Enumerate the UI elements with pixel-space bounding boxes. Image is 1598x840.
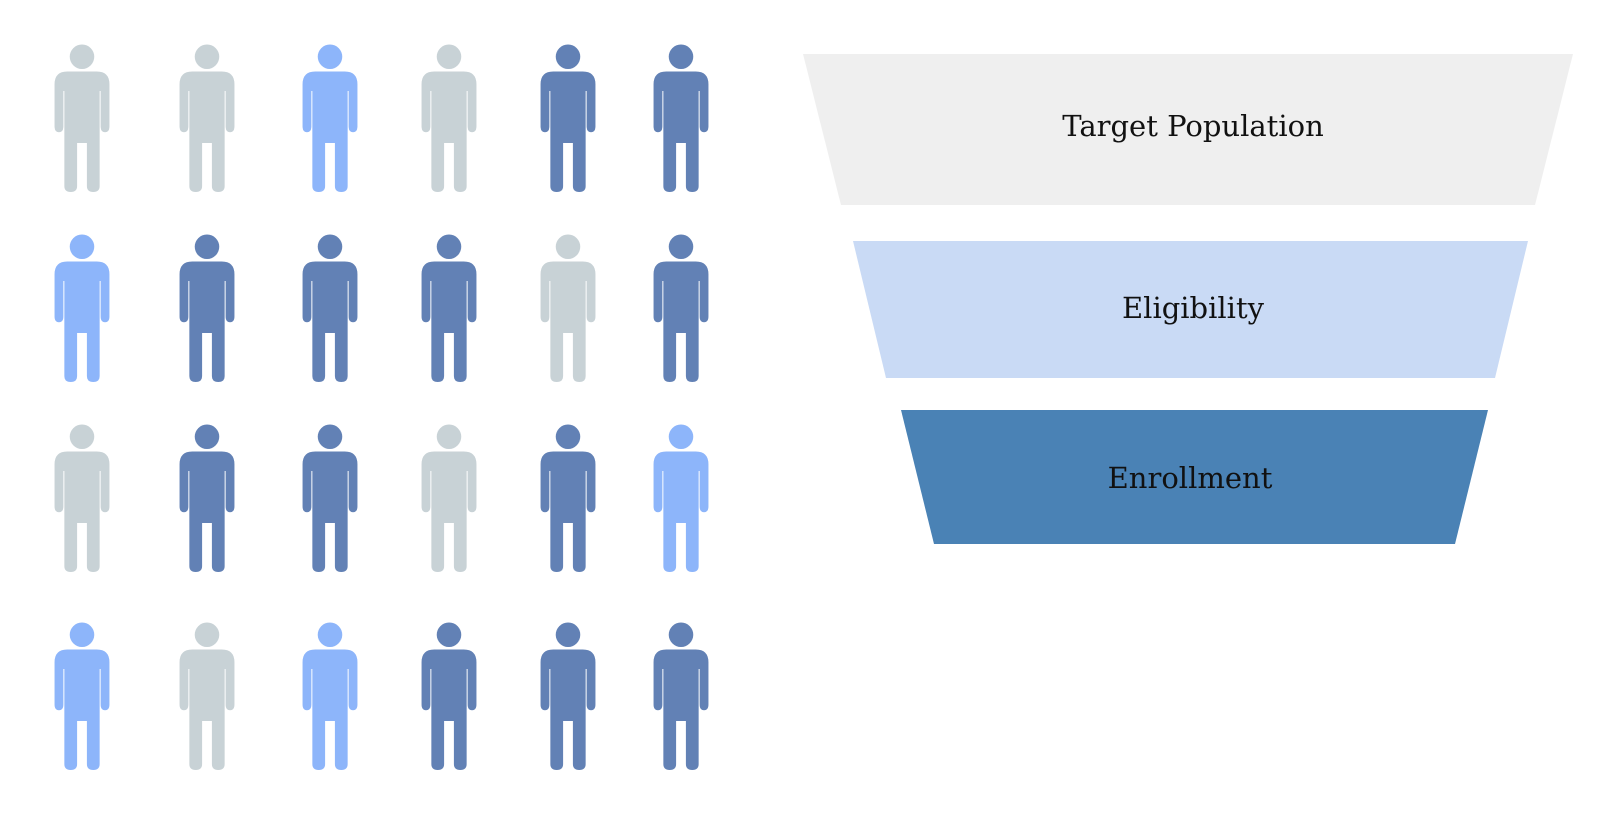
people-icon-grid xyxy=(0,0,760,840)
person-icon xyxy=(536,234,600,384)
person-icon xyxy=(649,44,713,194)
person-icon xyxy=(536,44,600,194)
person-icon xyxy=(536,424,600,574)
person-icon xyxy=(298,424,362,574)
person-icon xyxy=(417,424,481,574)
funnel-stage-label: Target Population xyxy=(1062,109,1324,143)
person-icon xyxy=(50,44,114,194)
funnel-stage-enrollment: Enrollment xyxy=(901,410,1488,544)
person-icon xyxy=(417,622,481,772)
person-icon xyxy=(298,44,362,194)
person-icon xyxy=(417,44,481,194)
funnel-stage-label: Eligibility xyxy=(1122,291,1265,325)
person-icon xyxy=(175,622,239,772)
funnel-stage-shape xyxy=(901,410,1488,544)
person-icon xyxy=(50,622,114,772)
person-icon xyxy=(417,234,481,384)
person-icon xyxy=(175,424,239,574)
person-icon xyxy=(649,622,713,772)
person-icon xyxy=(50,234,114,384)
person-icon xyxy=(649,424,713,574)
person-icon xyxy=(175,234,239,384)
funnel-stage-shape xyxy=(853,241,1528,378)
person-icon xyxy=(298,622,362,772)
person-icon xyxy=(649,234,713,384)
funnel-stage-eligibility: Eligibility xyxy=(853,241,1528,378)
funnel-stage-target-population: Target Population xyxy=(803,54,1573,205)
person-icon xyxy=(175,44,239,194)
funnel-stage-label: Enrollment xyxy=(1108,461,1273,495)
funnel-stage-shape xyxy=(803,54,1573,205)
person-icon xyxy=(50,424,114,574)
person-icon xyxy=(298,234,362,384)
person-icon xyxy=(536,622,600,772)
